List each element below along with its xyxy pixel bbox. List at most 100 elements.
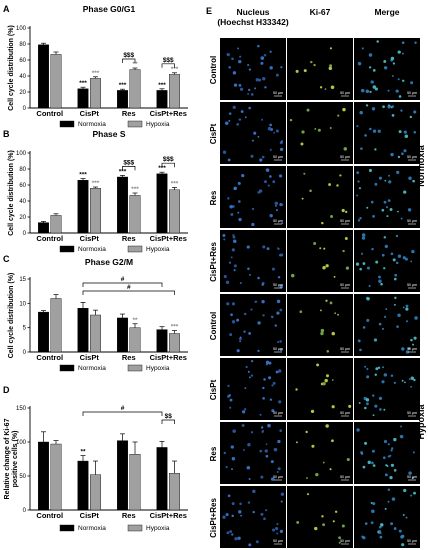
micrograph-tile (220, 486, 286, 548)
cell-dot (395, 261, 399, 265)
cell-dot (265, 443, 268, 446)
cell-dot (247, 267, 250, 271)
bracket-label: $$$ (123, 159, 134, 166)
cell-dot (370, 80, 374, 84)
cell-dot (238, 217, 242, 222)
cell-dot (230, 468, 234, 471)
cell-dot (364, 365, 367, 368)
cell-dot (393, 527, 397, 530)
cell-dot (265, 509, 268, 512)
cell-dot (383, 373, 388, 377)
cell-dot (263, 517, 266, 521)
cell-dot (385, 308, 388, 311)
cell-dot (383, 267, 386, 270)
cell-dot (376, 40, 379, 43)
cell-dot (371, 107, 376, 111)
scale-bar-label: 50 µm (340, 219, 350, 223)
cell-dot (386, 465, 389, 468)
cell-dot (413, 336, 417, 340)
cell-dot (334, 312, 337, 315)
bracket-label: $$$ (163, 156, 174, 163)
cell-dot (260, 512, 264, 516)
cell-dot (357, 180, 360, 183)
cell-dot (412, 343, 414, 346)
cell-dot (410, 338, 413, 342)
cell-dot (222, 515, 226, 519)
legend-swatch-normoxia (59, 245, 75, 253)
significance-bracket (161, 162, 175, 168)
y-tick-label: 0 (23, 231, 27, 237)
cell-dot (404, 381, 406, 384)
cell-dot (390, 152, 394, 157)
cell-dot (249, 273, 251, 276)
cell-dot (227, 384, 230, 387)
cell-dot (332, 520, 335, 523)
cell-dot (379, 535, 383, 539)
y-tick-label: 60 (19, 183, 26, 189)
legend-swatch-hypoxia (127, 524, 143, 532)
cell-dot (262, 386, 265, 390)
cell-dot (325, 264, 329, 268)
cell-dot (262, 314, 265, 317)
cell-dot (391, 105, 395, 108)
cell-dot (271, 409, 275, 413)
cell-dot (329, 301, 333, 305)
cell-dot (329, 47, 333, 50)
cell-dot (244, 387, 247, 390)
cell-dot (314, 127, 317, 130)
scale-bar-label: 50 µm (340, 91, 350, 95)
cell-dot (385, 206, 389, 209)
cell-dot (262, 429, 265, 432)
cell-dot (377, 129, 381, 133)
cell-dot (226, 531, 230, 535)
significance-label: ** (132, 61, 138, 68)
cell-dot (260, 61, 264, 65)
cell-dot (309, 189, 312, 193)
cell-dot (400, 535, 404, 539)
cell-dot (301, 197, 304, 200)
significance-label: ** (80, 449, 86, 456)
cell-dot (228, 112, 232, 115)
bar-cispt-hypoxia (90, 78, 101, 109)
cell-dot (408, 471, 412, 475)
cell-dot (411, 476, 415, 480)
cell-dot (280, 66, 283, 69)
significance-label: *** (171, 324, 179, 331)
cell-dot (321, 515, 324, 518)
cell-dot (356, 171, 360, 175)
cell-dot (272, 381, 276, 385)
chart-panel-a: A Phase G0/G1 Cell cycle distribution (%) 0… (3, 4, 188, 128)
cell-dot (267, 184, 270, 187)
cell-dot (414, 41, 417, 45)
cell-dot (232, 235, 236, 239)
legend-swatch-normoxia (59, 364, 75, 372)
cell-dot (260, 56, 265, 60)
cell-dot (329, 468, 332, 471)
cell-dot (239, 87, 244, 91)
y-tick-label: 60 (19, 58, 26, 64)
legend-label-normoxia: Normoxia (78, 121, 106, 128)
cell-dot (310, 409, 315, 413)
cell-dot (412, 179, 415, 183)
bar-cispt-normoxia (77, 179, 89, 234)
cell-dot (280, 140, 283, 143)
cell-dot (240, 110, 244, 113)
cell-dot (383, 200, 387, 204)
cell-dot (237, 181, 241, 185)
cell-dot (328, 66, 333, 71)
legend-swatch-hypoxia (127, 245, 143, 253)
cell-dot (253, 131, 257, 135)
cell-dot (271, 267, 275, 271)
cell-dot (229, 398, 233, 402)
cell-dot (329, 127, 332, 130)
cell-dot (378, 176, 382, 180)
cell-dot (229, 205, 233, 209)
cell-dot (247, 92, 250, 95)
cell-dot (382, 105, 385, 109)
cell-dot (360, 147, 363, 150)
cell-dot (277, 341, 279, 343)
significance-label: *** (92, 180, 100, 187)
bar-cispt-res-normoxia (156, 329, 168, 353)
cell-dot (384, 473, 388, 477)
cell-dot (389, 475, 393, 480)
